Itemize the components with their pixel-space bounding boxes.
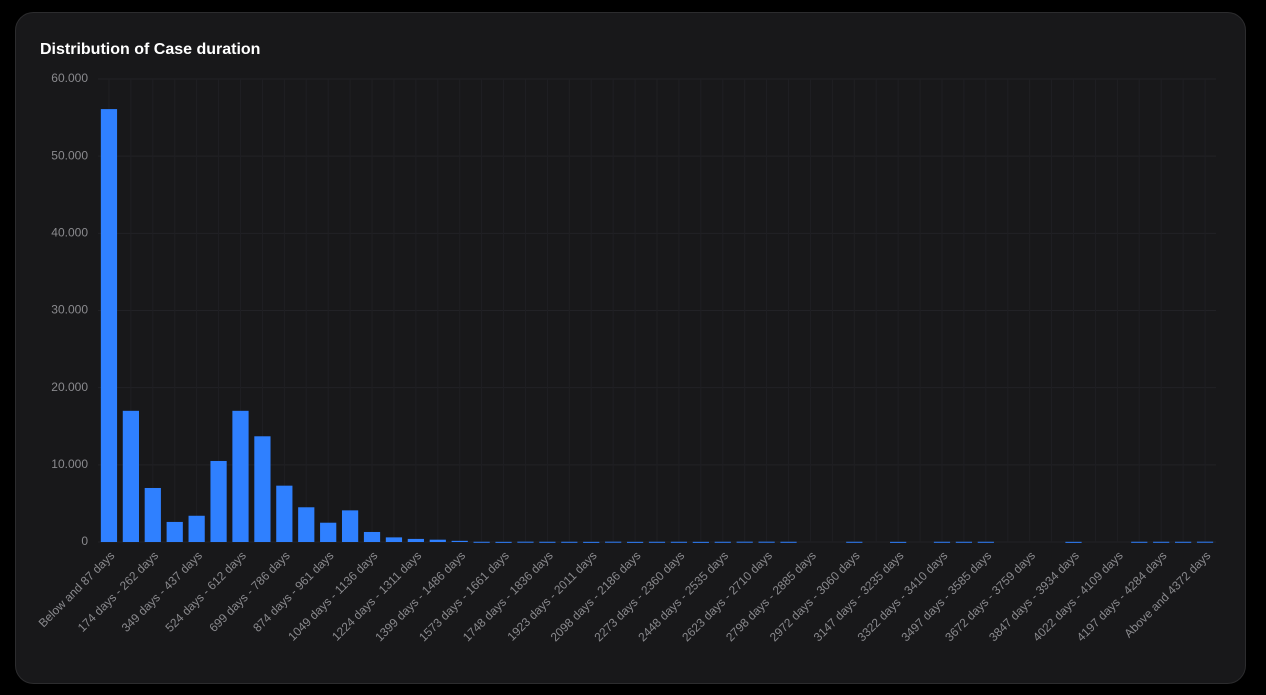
bar [407,538,424,542]
bar [341,510,359,542]
bar [254,436,271,542]
bar [210,460,227,542]
bar [473,541,490,543]
bar [232,410,249,542]
bar [298,507,315,542]
y-tick-label: 30.000 [51,303,88,317]
y-tick-label: 10.000 [51,457,88,471]
bar [758,541,775,543]
chart-title: Distribution of Case duration [40,41,260,58]
bar [495,541,512,543]
bar [692,541,709,543]
bar [429,539,446,542]
bar [605,541,622,543]
bar [736,541,753,543]
bar [780,541,797,543]
bar [1065,541,1082,543]
y-tick-label: 0 [81,534,88,548]
bar [670,541,688,543]
bar [648,541,666,543]
bar [955,541,973,543]
bar [890,541,907,543]
bar [933,541,951,543]
bar [166,521,183,542]
bar [1196,541,1214,543]
bar [122,410,139,542]
bar [144,487,161,542]
card [15,12,1246,684]
bar [539,541,556,543]
y-tick-label: 60.000 [51,71,88,85]
bar [1131,541,1148,543]
bar [1175,541,1192,543]
y-tick-label: 50.000 [51,148,88,162]
bar [583,541,600,543]
bar [977,541,994,543]
bar [276,485,293,542]
bar [626,541,644,543]
bar [320,522,337,542]
bar [517,541,534,543]
y-tick-label: 40.000 [51,226,88,240]
bar [451,540,468,542]
bar [561,541,578,543]
bar [100,109,118,542]
bar [363,531,381,542]
y-tick-label: 20.000 [51,380,88,394]
bar [385,537,403,542]
bar [1153,541,1170,543]
bar [188,515,205,542]
bar [846,541,863,543]
bar [714,541,731,543]
